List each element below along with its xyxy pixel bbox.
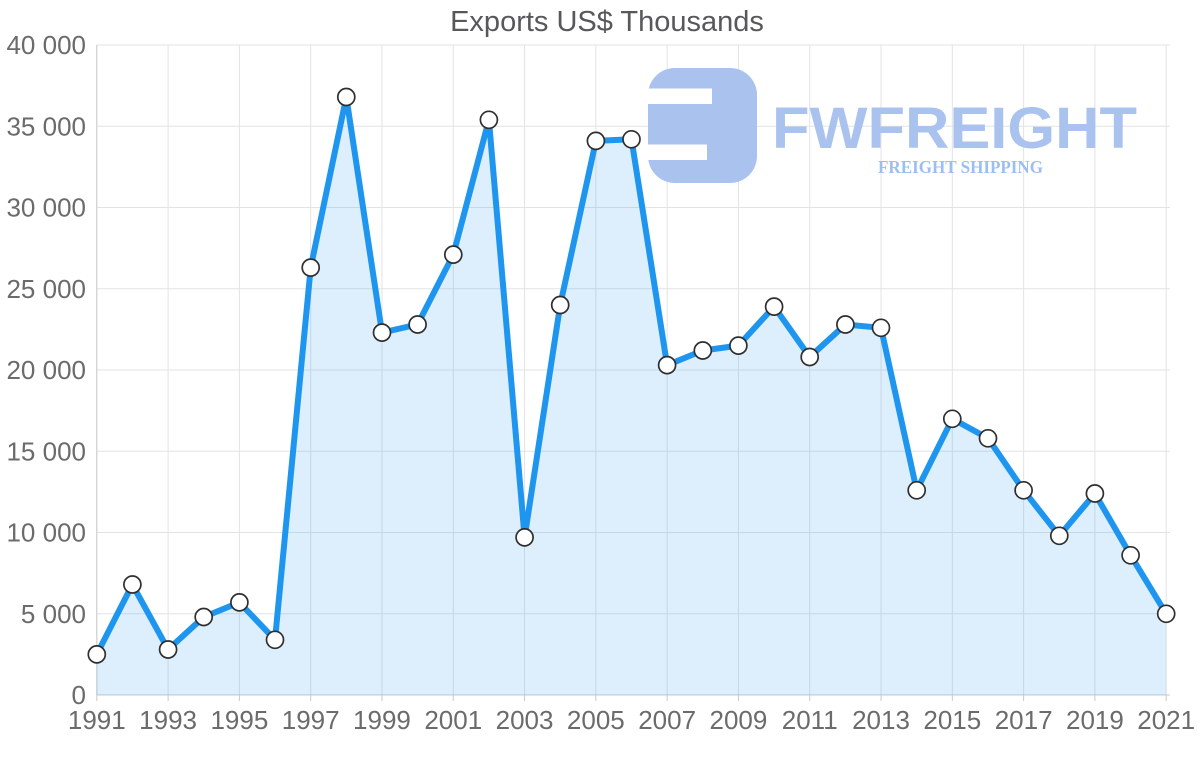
area-fill <box>96 97 1167 695</box>
x-tick-label: 2007 <box>638 705 696 735</box>
x-tick-label: 2011 <box>782 705 838 735</box>
x-axis-labels: 1991 1993 1995 1997 1999 2001 2003 2005 2007 2009… <box>68 705 1195 735</box>
y-tick-label: 10 000 <box>6 518 86 548</box>
y-tick-label: 5 000 <box>21 599 86 629</box>
x-tick-label: 2017 <box>995 705 1053 735</box>
area-fill-layer <box>96 97 1167 695</box>
x-tick-label: 2019 <box>1066 705 1124 735</box>
y-tick-label: 30 000 <box>6 193 86 223</box>
y-axis-labels: 0 5 000 10 000 15 000 20 000 25 000 30 000 35 0… <box>6 30 86 710</box>
data-point-marker <box>729 336 748 355</box>
axes-layer <box>96 45 1170 701</box>
data-point-marker <box>800 347 820 367</box>
y-tick-label: 15 000 <box>6 436 86 466</box>
data-point-marker <box>123 575 142 594</box>
logo-name-text: FWFREIGHT <box>772 96 1137 161</box>
x-tick-label: 2009 <box>710 705 768 735</box>
x-tick-label: 1997 <box>282 705 340 735</box>
chart-title: Exports US$ Thousands <box>450 6 764 38</box>
x-tick-label: 2001 <box>424 705 482 735</box>
data-point-marker <box>907 480 927 500</box>
data-point-marker <box>515 528 534 547</box>
data-point-marker <box>408 315 427 334</box>
data-point-marker <box>942 409 962 429</box>
data-point-marker <box>479 110 499 130</box>
x-tick-label: 2013 <box>852 705 910 735</box>
data-point-marker <box>764 297 784 316</box>
data-point-marker <box>836 315 855 334</box>
y-tick-label: 40 000 <box>6 30 86 60</box>
data-point-marker <box>158 640 178 659</box>
logo-tagline-text: FREIGHT SHIPPING <box>878 157 1043 177</box>
data-point-marker <box>1014 480 1033 500</box>
data-point-marker <box>372 323 392 342</box>
fwfreight-logo-icon <box>640 68 757 183</box>
data-point-marker <box>693 341 713 360</box>
data-point-marker <box>1085 484 1105 503</box>
data-point-marker <box>301 258 321 277</box>
x-tick-label: 2021 <box>1137 705 1195 735</box>
data-point-marker <box>194 607 214 627</box>
data-point-marker <box>871 318 891 338</box>
y-tick-label: 25 000 <box>6 274 86 304</box>
data-markers-layer <box>87 87 1176 664</box>
data-point-marker <box>265 630 285 650</box>
data-point-marker <box>87 645 107 664</box>
data-point-marker <box>657 355 677 375</box>
x-tick-label: 1999 <box>353 705 411 735</box>
x-tick-label: 2003 <box>496 705 554 735</box>
x-tick-label: 2005 <box>567 705 625 735</box>
data-point-marker <box>443 245 463 264</box>
data-point-marker <box>586 131 606 151</box>
x-tick-label: 1991 <box>68 705 126 735</box>
gridlines-layer <box>96 44 1170 695</box>
y-tick-label: 35 000 <box>6 111 86 141</box>
data-point-marker <box>1049 526 1069 546</box>
data-point-marker <box>1121 545 1140 565</box>
data-point-marker <box>550 295 570 315</box>
data-point-marker <box>1156 604 1176 624</box>
y-tick-label: 0 <box>72 680 86 710</box>
data-point-marker <box>622 129 641 149</box>
data-point-marker <box>978 428 998 448</box>
fwfreight-logo: FWFREIGHT FREIGHT SHIPPING <box>640 68 1137 183</box>
data-point-marker <box>230 593 249 612</box>
x-tick-label: 1995 <box>210 705 268 735</box>
x-tick-label: 1993 <box>139 705 197 735</box>
x-tick-label: 2015 <box>923 705 981 735</box>
data-point-marker <box>336 87 356 107</box>
y-tick-label: 20 000 <box>6 355 86 385</box>
